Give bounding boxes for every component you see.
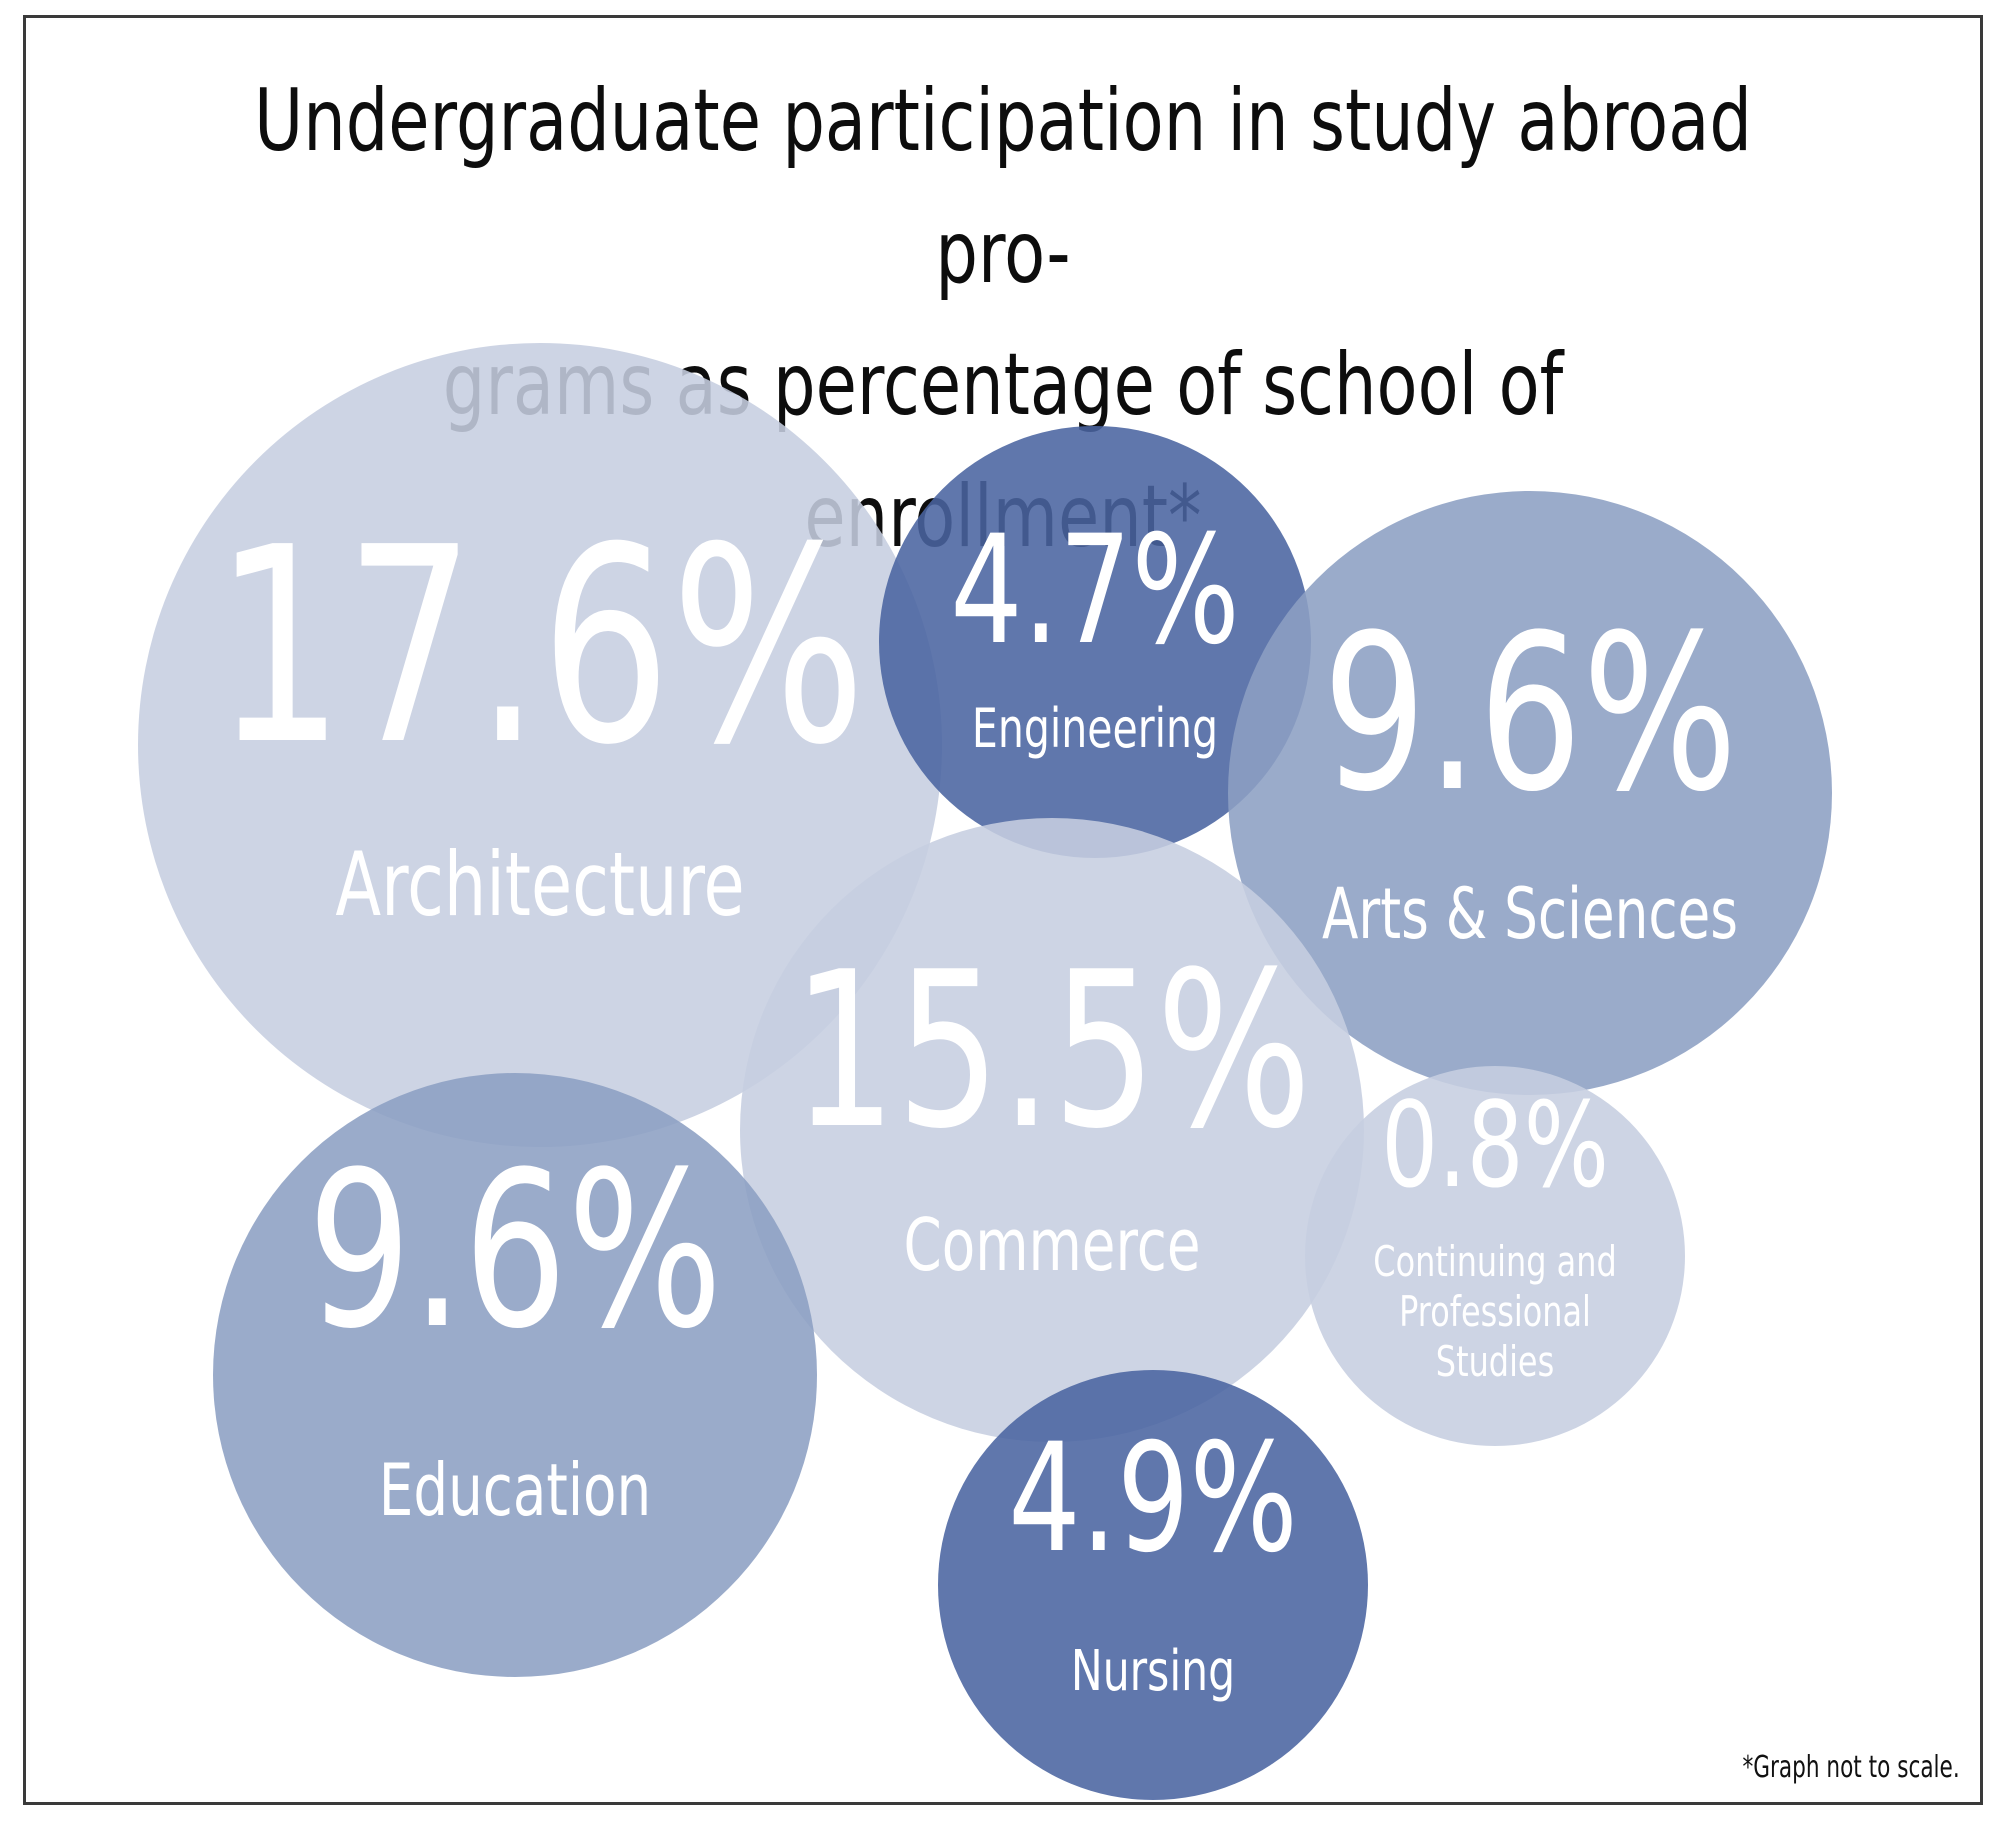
- footnote: *Graph not to scale.: [1742, 1750, 1960, 1785]
- value-label-engineering: 4.7%: [950, 504, 1240, 679]
- bubble-engineering: [879, 426, 1311, 858]
- value-label-nursing: 4.9%: [1008, 1412, 1298, 1587]
- category-label-engineering: Engineering: [972, 697, 1218, 760]
- category-label-continuing-and-professional-studies: Studies: [1436, 1337, 1554, 1387]
- category-label-continuing-and-professional-studies: Professional: [1399, 1287, 1591, 1337]
- value-label-education: 9.6%: [307, 1127, 722, 1377]
- bubble-commerce: [740, 818, 1364, 1442]
- chart-title-line-1: Undergraduate participation in study abr…: [254, 71, 1752, 303]
- category-label-commerce: Commerce: [904, 1205, 1201, 1288]
- category-label-education: Education: [379, 1450, 651, 1533]
- category-label-architecture: Architecture: [335, 834, 744, 936]
- category-label-continuing-and-professional-studies: Continuing and: [1373, 1237, 1616, 1287]
- bubble-nursing: [938, 1370, 1368, 1800]
- value-label-continuing-and-professional-studies: 0.8%: [1381, 1077, 1609, 1214]
- category-label-arts-sciences: Arts & Sciences: [1322, 873, 1738, 955]
- bubble-continuing-and-professional-studies: [1305, 1066, 1685, 1446]
- value-label-commerce: 15.5%: [792, 927, 1311, 1177]
- value-label-architecture: 17.6%: [214, 489, 866, 804]
- category-label-nursing: Nursing: [1071, 1638, 1235, 1703]
- bubble-architecture: [138, 343, 942, 1147]
- value-label-arts-sciences: 9.6%: [1322, 590, 1737, 840]
- bubble-arts-sciences: [1228, 491, 1832, 1095]
- bubble-education: [213, 1073, 817, 1677]
